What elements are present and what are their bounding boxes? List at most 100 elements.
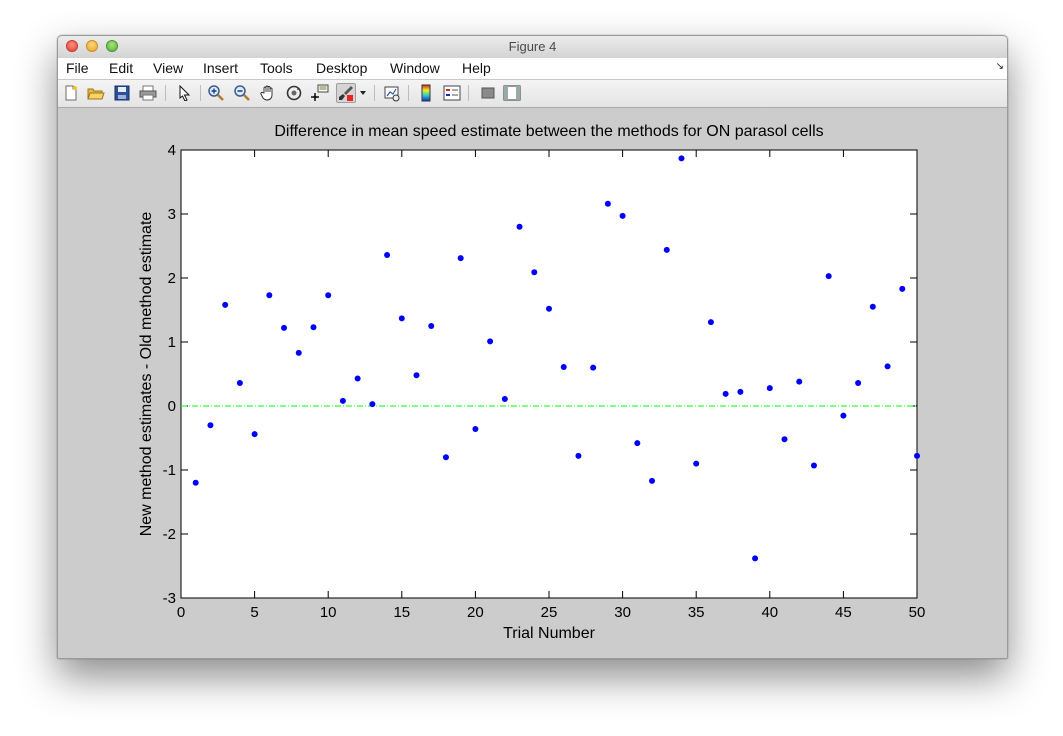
data-point	[251, 431, 258, 438]
data-point	[575, 452, 582, 459]
menu-desktop[interactable]: Desktop	[316, 60, 368, 76]
brush-dropdown-icon[interactable]	[358, 83, 368, 103]
figure-toolbar	[58, 80, 1007, 108]
data-point	[825, 273, 832, 280]
menu-insert[interactable]: Insert	[203, 60, 239, 76]
y-tick-label: 1	[168, 334, 176, 351]
menu-view[interactable]: View	[153, 60, 184, 76]
insert-colorbar-icon[interactable]	[416, 83, 436, 103]
minimize-button[interactable]	[86, 40, 98, 52]
data-point	[649, 477, 656, 484]
save-figure-icon[interactable]	[112, 83, 132, 103]
x-tick-label: 50	[909, 604, 926, 621]
data-point	[869, 303, 876, 310]
data-point	[310, 324, 317, 331]
data-point	[707, 319, 714, 326]
data-point	[590, 364, 597, 371]
y-tick-label: -3	[163, 590, 176, 607]
data-point	[884, 363, 891, 370]
scatter-chart: 0 5 10 15 20 25 30 35 40 45 50 -3 -2 -1 0 1 2 3 4 Differenc…	[138, 123, 925, 642]
x-axis-label: Trial Number	[503, 625, 596, 642]
link-plot-icon[interactable]	[382, 83, 402, 103]
y-tick-label: 4	[168, 142, 176, 159]
data-cursor-icon[interactable]	[310, 83, 330, 103]
data-point	[281, 324, 288, 331]
new-figure-icon[interactable]	[61, 83, 81, 103]
data-point	[222, 301, 229, 308]
zoom-in-icon[interactable]	[206, 83, 226, 103]
x-tick-label: 35	[688, 604, 705, 621]
data-point	[663, 246, 670, 253]
data-point	[619, 212, 626, 219]
data-point	[457, 255, 464, 262]
zoom-button[interactable]	[106, 40, 118, 52]
hide-plot-tools-icon[interactable]	[478, 83, 498, 103]
y-tick-label: 0	[168, 398, 176, 415]
figure-canvas: 0 5 10 15 20 25 30 35 40 45 50 -3 -2 -1 0 1 2 3 4 Differenc…	[58, 108, 1007, 658]
data-point	[428, 323, 435, 329]
data-point	[840, 412, 847, 419]
x-tick-label: 45	[835, 604, 852, 621]
insert-legend-icon[interactable]	[442, 83, 462, 103]
y-tick-label: -1	[163, 462, 176, 479]
data-point	[737, 388, 744, 395]
data-point	[413, 372, 420, 379]
menu-bar: File Edit View Insert Tools Desktop Wind…	[58, 58, 1007, 80]
menu-file[interactable]: File	[66, 60, 89, 76]
data-point	[384, 251, 391, 258]
x-tick-label: 0	[177, 604, 185, 621]
x-tick-label: 40	[761, 604, 778, 621]
print-figure-icon[interactable]	[138, 83, 158, 103]
chart-title: Difference in mean speed estimate betwee…	[274, 123, 823, 140]
x-tick-label: 15	[393, 604, 410, 621]
pan-hand-icon[interactable]	[258, 83, 278, 103]
y-tick-label: -2	[163, 526, 176, 543]
data-point	[192, 479, 199, 486]
data-point	[207, 422, 214, 429]
data-point	[369, 401, 376, 408]
menu-window[interactable]: Window	[390, 60, 440, 76]
data-point	[781, 436, 788, 443]
title-bar[interactable]: Figure 4	[58, 36, 1007, 59]
menu-edit[interactable]: Edit	[109, 60, 134, 76]
y-tick-label: 2	[168, 270, 176, 287]
data-point	[236, 379, 243, 386]
menu-help[interactable]: Help	[462, 60, 491, 76]
menu-tools[interactable]: Tools	[260, 60, 293, 76]
edit-plot-arrow-icon[interactable]	[174, 83, 194, 103]
data-point	[398, 315, 405, 322]
y-tick-label: 3	[168, 206, 176, 223]
data-point	[604, 200, 611, 207]
x-tick-label: 25	[541, 604, 558, 621]
data-point	[472, 426, 479, 433]
data-point	[722, 390, 729, 397]
data-point	[855, 379, 862, 386]
data-point	[501, 395, 508, 402]
show-plot-tools-icon[interactable]	[502, 83, 522, 103]
data-point	[325, 292, 332, 299]
x-tick-label: 30	[614, 604, 631, 621]
x-tick-label: 5	[250, 604, 258, 621]
data-point	[899, 285, 906, 292]
window-title: Figure 4	[508, 39, 557, 54]
dock-arrow-icon[interactable]: ↘	[995, 61, 1004, 72]
data-point	[560, 363, 567, 370]
data-point	[810, 462, 817, 469]
data-point	[634, 440, 641, 447]
axes[interactable]: 0 5 10 15 20 25 30 35 40 45 50 -3 -2 -1 0 1 2 3 4 Differenc…	[138, 123, 925, 642]
data-point	[442, 454, 449, 461]
rotate-3d-icon[interactable]	[284, 83, 304, 103]
data-point	[354, 375, 361, 382]
zoom-out-icon[interactable]	[232, 83, 252, 103]
data-point	[693, 460, 700, 467]
brush-data-icon[interactable]	[336, 83, 356, 103]
data-point	[487, 338, 494, 345]
open-file-icon[interactable]	[86, 83, 106, 103]
data-point	[339, 397, 346, 404]
data-point	[546, 305, 552, 312]
close-button[interactable]	[66, 40, 78, 52]
y-axis-label: New method estimates - Old method estima…	[138, 212, 155, 537]
data-point	[678, 155, 685, 162]
data-point	[766, 385, 773, 392]
x-tick-label: 20	[467, 604, 484, 621]
